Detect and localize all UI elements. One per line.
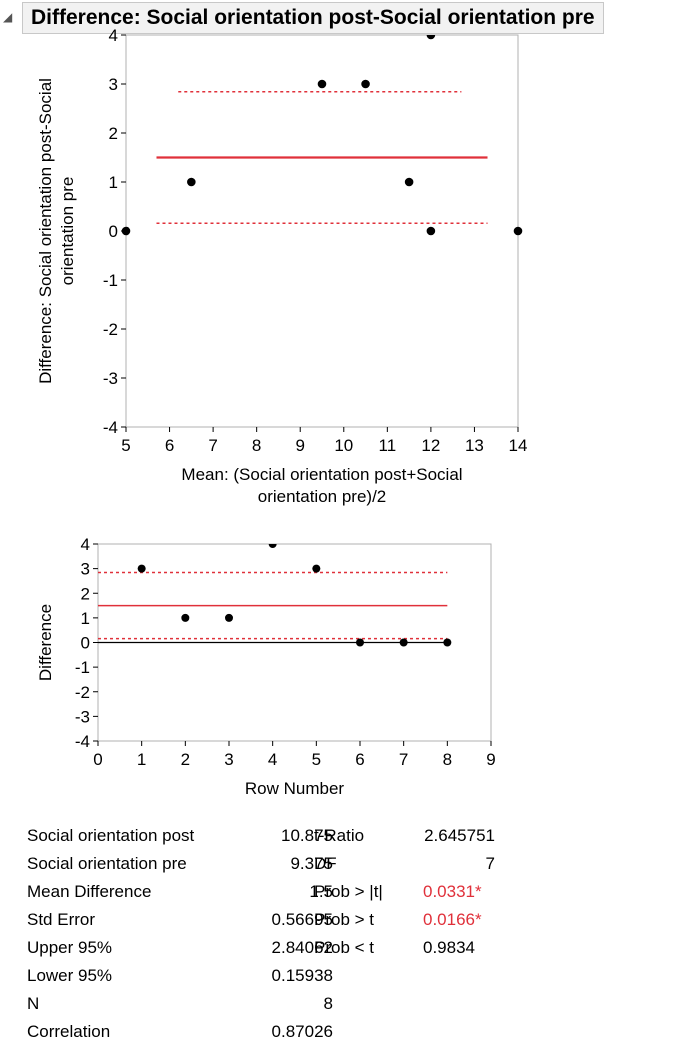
y-tick-label: 0	[81, 634, 90, 653]
y-tick-label: -1	[75, 658, 90, 677]
data-point[interactable]	[225, 613, 233, 622]
x-tick-label: 1	[137, 750, 146, 769]
data-point[interactable]	[399, 638, 408, 647]
data-point[interactable]	[187, 177, 196, 187]
stats-row: Std Error 0.56695 Prob > t 0.0166*	[27, 906, 507, 934]
x-tick-label: 3	[224, 750, 233, 769]
stat-value: 0.56695	[271, 910, 333, 929]
y-tick-label: -3	[103, 369, 118, 388]
x-tick-label: 6	[165, 436, 174, 455]
test-label: Prob < t	[314, 938, 375, 957]
row-number-difference-plot: 0 1 2 3 4 5 6 7 8 9 -4 -3 -2 -1 0 1 2 3 4 Row Number Differe…	[36, 535, 496, 798]
report-header: ◢ Difference: Social orientation post-So…	[0, 0, 687, 34]
x-tick-label: 6	[355, 750, 364, 769]
y-tick-label: -4	[75, 732, 90, 751]
x-axis-label: Mean: (Social orientation post+Social ori…	[181, 465, 462, 506]
stat-value: 10.875	[281, 826, 333, 845]
report-title[interactable]: Difference: Social orientation post-Soci…	[22, 2, 604, 34]
test-label: Prob > |t|	[314, 882, 383, 901]
x-tick-label: 11	[379, 436, 397, 455]
stats-row: Mean Difference 1.5 Prob > |t| 0.0331*	[27, 878, 507, 906]
y-tick-label: 3	[109, 75, 118, 94]
stat-value: 9.375	[290, 854, 333, 873]
stats-row: Social orientation post 10.875 t-Ratio 2.64…	[27, 822, 507, 850]
plot-area	[98, 540, 452, 647]
y-tick-label: 0	[109, 222, 118, 241]
stat-label: Upper 95%	[27, 938, 113, 957]
y-tick-label: -1	[103, 271, 118, 290]
y-tick-label: 1	[109, 173, 118, 192]
y-tick-label: -2	[103, 320, 118, 339]
x-tick-label: 8	[443, 750, 452, 769]
test-value: 0.0166*	[423, 910, 482, 929]
stat-value: 0.87026	[271, 1022, 333, 1041]
test-label: DF	[314, 854, 337, 873]
test-value: 0.0331*	[423, 882, 482, 901]
x-tick-label: 5	[121, 436, 130, 455]
data-point[interactable]	[312, 564, 321, 573]
y-tick-label: 2	[81, 584, 90, 603]
x-tick-label: 0	[93, 750, 102, 769]
test-value: 0.9834	[423, 938, 475, 957]
disclosure-triangle-icon[interactable]: ◢	[3, 10, 13, 24]
x-tick-label: 9	[295, 436, 304, 455]
y-tick-label: 3	[81, 560, 90, 579]
data-point[interactable]	[426, 226, 436, 236]
data-point[interactable]	[443, 638, 452, 647]
plot-frame	[125, 34, 519, 428]
stat-label: Social orientation pre	[27, 854, 187, 873]
x-axis-label: Row Number	[245, 779, 345, 798]
y-tick-label: 2	[109, 124, 118, 143]
y-tick-label: 4	[109, 26, 118, 45]
y-tick-label: -3	[75, 707, 90, 726]
data-point[interactable]	[181, 613, 190, 622]
x-tick-label: 8	[252, 436, 261, 455]
stat-label: N	[27, 994, 40, 1013]
y-tick-label: 4	[81, 535, 90, 554]
test-label: Prob > t	[314, 910, 375, 929]
stat-label: Correlation	[27, 1022, 111, 1041]
stats-row: Correlation 0.87026	[27, 1018, 507, 1046]
data-point[interactable]	[137, 564, 146, 573]
stats-row: Upper 95% 2.84062 Prob < t 0.9834	[27, 934, 507, 962]
x-tick-label: 4	[268, 750, 277, 769]
data-point[interactable]	[317, 79, 327, 89]
stat-label: Social orientation post	[27, 826, 195, 845]
x-tick-label: 7	[399, 750, 408, 769]
y-tick-label: -2	[75, 683, 90, 702]
x-tick-label: 9	[486, 750, 495, 769]
stat-label: Lower 95%	[27, 966, 113, 985]
plot-area	[121, 31, 523, 236]
y-axis-label: Difference: Social orientation post-Soci…	[36, 78, 77, 384]
x-tick-label: 5	[312, 750, 321, 769]
y-tick-label: -4	[103, 418, 118, 437]
y-axis-label: Difference	[36, 604, 55, 681]
stat-value: 8	[323, 994, 333, 1013]
x-tick-label: 2	[181, 750, 190, 769]
data-point[interactable]	[356, 638, 364, 647]
x-tick-label: 13	[465, 436, 484, 455]
y-tick-label: 1	[81, 609, 90, 628]
data-point[interactable]	[426, 31, 436, 40]
x-tick-label: 7	[208, 436, 217, 455]
stat-value: 0.15938	[271, 966, 333, 985]
test-value: 2.645751	[424, 826, 495, 845]
x-tick-label: 10	[334, 436, 353, 455]
stats-row: Social orientation pre 9.375 DF 7	[27, 850, 507, 878]
data-point[interactable]	[361, 79, 370, 89]
x-tick-label: 14	[509, 436, 528, 455]
data-point[interactable]	[404, 177, 414, 187]
test-value: 7	[485, 854, 495, 873]
stat-value: 2.84062	[271, 938, 333, 957]
test-label: t-Ratio	[314, 826, 365, 845]
stat-label: Mean Difference	[27, 882, 152, 901]
stat-label: Std Error	[27, 910, 96, 929]
data-point[interactable]	[513, 226, 523, 236]
data-point[interactable]	[268, 540, 277, 548]
x-tick-label: 12	[421, 436, 440, 455]
stat-value: 1.5	[309, 882, 333, 901]
stats-row: Lower 95% 0.15938	[27, 962, 507, 990]
